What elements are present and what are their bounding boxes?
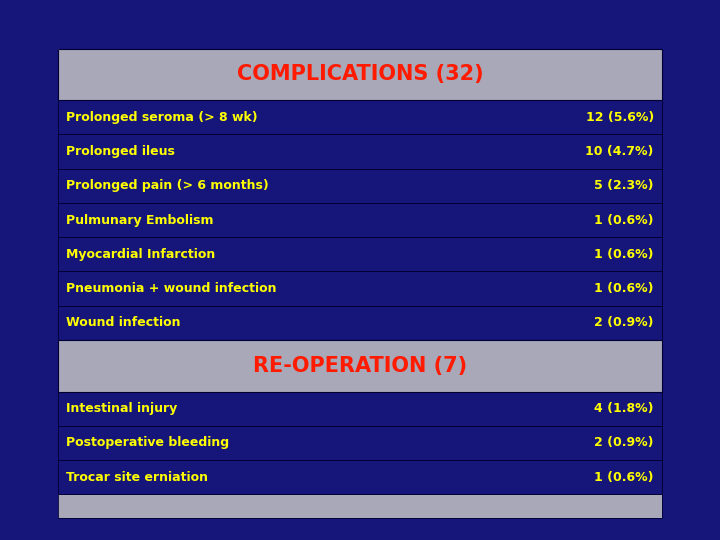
Text: Pneumonia + wound infection: Pneumonia + wound infection: [66, 282, 276, 295]
Bar: [58, 100, 662, 134]
Bar: [58, 306, 662, 340]
Text: Pulmunary Embolism: Pulmunary Embolism: [66, 213, 214, 227]
Text: Postoperative bleeding: Postoperative bleeding: [66, 436, 230, 449]
Text: 1 (0.6%): 1 (0.6%): [594, 213, 654, 227]
Bar: [58, 426, 662, 460]
Text: COMPLICATIONS (32): COMPLICATIONS (32): [237, 64, 483, 84]
Bar: [58, 168, 662, 203]
Text: 1 (0.6%): 1 (0.6%): [594, 471, 654, 484]
Text: 2 (0.9%): 2 (0.9%): [594, 316, 654, 329]
Text: Prolonged seroma (> 8 wk): Prolonged seroma (> 8 wk): [66, 111, 258, 124]
Text: 1 (0.6%): 1 (0.6%): [594, 282, 654, 295]
Bar: [58, 272, 662, 306]
Text: RE-OPERATION (7): RE-OPERATION (7): [253, 356, 467, 376]
Text: 12 (5.6%): 12 (5.6%): [585, 111, 654, 124]
Bar: [58, 495, 662, 518]
Text: Myocardial Infarction: Myocardial Infarction: [66, 248, 215, 261]
Text: Intestinal injury: Intestinal injury: [66, 402, 178, 415]
Text: 2 (0.9%): 2 (0.9%): [594, 436, 654, 449]
Text: Prolonged ileus: Prolonged ileus: [66, 145, 175, 158]
Bar: [58, 134, 662, 168]
Bar: [58, 340, 662, 392]
Text: 1 (0.6%): 1 (0.6%): [594, 248, 654, 261]
Bar: [58, 460, 662, 495]
Text: 10 (4.7%): 10 (4.7%): [585, 145, 654, 158]
Text: Wound infection: Wound infection: [66, 316, 181, 329]
Bar: [58, 49, 662, 100]
Text: Trocar site erniation: Trocar site erniation: [66, 471, 208, 484]
Text: Prolonged pain (> 6 months): Prolonged pain (> 6 months): [66, 179, 269, 192]
Bar: [58, 203, 662, 237]
Bar: [58, 392, 662, 426]
Bar: [58, 237, 662, 272]
Text: 5 (2.3%): 5 (2.3%): [594, 179, 654, 192]
Text: 4 (1.8%): 4 (1.8%): [594, 402, 654, 415]
